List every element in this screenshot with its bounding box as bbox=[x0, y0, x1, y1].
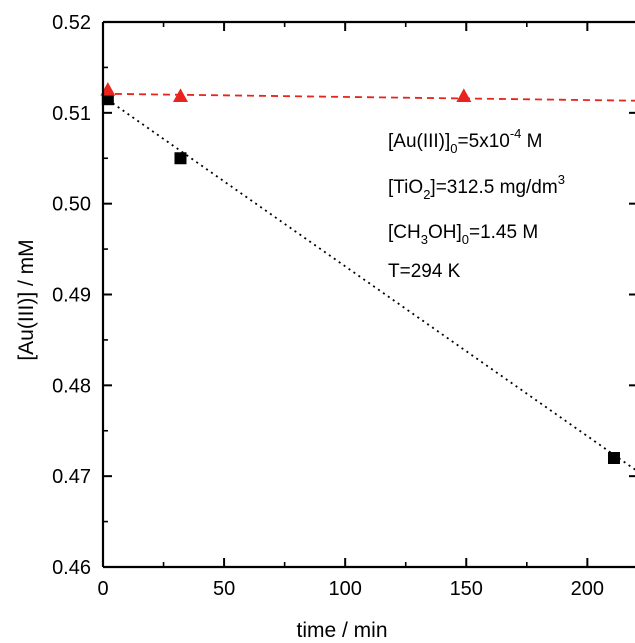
annotation-subscript: 2 bbox=[423, 187, 430, 202]
ticks bbox=[102, 21, 635, 568]
annotation-text: OH] bbox=[428, 222, 462, 243]
annotation-subscript: 3 bbox=[421, 232, 428, 247]
y-tick-label: 0.49 bbox=[52, 285, 91, 307]
axes bbox=[101, 20, 635, 569]
annotation-superscript: 3 bbox=[558, 172, 565, 187]
square-marker bbox=[174, 152, 187, 165]
y-tick-label: 0.52 bbox=[52, 12, 91, 34]
fit-line-red bbox=[102, 92, 635, 102]
annotation-text: [Au(III)] bbox=[388, 131, 450, 152]
annotation-text: [CH bbox=[388, 222, 421, 243]
annotation-text: M bbox=[521, 131, 542, 152]
y-tick-label: 0.46 bbox=[52, 557, 91, 579]
data-markers bbox=[100, 82, 620, 464]
square-marker bbox=[101, 93, 114, 106]
x-tick-label: 100 bbox=[328, 578, 361, 600]
y-tick-label: 0.51 bbox=[52, 103, 91, 125]
annotation-subscript: 0 bbox=[450, 141, 457, 156]
y-tick-label: 0.50 bbox=[52, 194, 91, 216]
triangle-marker bbox=[172, 88, 188, 102]
annotation-text: =1.45 M bbox=[469, 222, 538, 243]
y-tick-label: 0.47 bbox=[52, 466, 91, 488]
x-tick-label: 200 bbox=[571, 578, 604, 600]
annotation-text: =5x10 bbox=[458, 131, 510, 152]
x-tick-label: 150 bbox=[450, 578, 483, 600]
annotation-superscript: -4 bbox=[510, 126, 522, 141]
annotation-text: T=294 K bbox=[388, 261, 461, 282]
annotation-text: ]=312.5 mg/dm bbox=[430, 177, 557, 198]
annotation-line: [CH3OH]0=1.45 M bbox=[388, 222, 538, 247]
annotation-line: [TiO2]=312.5 mg/dm3 bbox=[388, 172, 565, 202]
fit-lines bbox=[102, 92, 635, 471]
annotation-line: [Au(III)]0=5x10-4 M bbox=[388, 126, 543, 156]
triangle-marker bbox=[456, 88, 472, 102]
x-axis-title: time / min bbox=[296, 619, 387, 642]
y-tick-label: 0.48 bbox=[52, 375, 91, 397]
x-tick-label: 50 bbox=[213, 578, 235, 600]
annotation-subscript: 0 bbox=[462, 232, 469, 247]
annotation-block: [Au(III)]0=5x10-4 M[TiO2]=312.5 mg/dm3[C… bbox=[388, 126, 565, 282]
y-axis-title: [Au(III)] / mM bbox=[15, 239, 38, 360]
annotation-text: [TiO bbox=[388, 177, 423, 198]
annotation-line: T=294 K bbox=[388, 261, 461, 282]
square-marker bbox=[607, 452, 620, 464]
x-tick-label: 0 bbox=[97, 578, 108, 600]
